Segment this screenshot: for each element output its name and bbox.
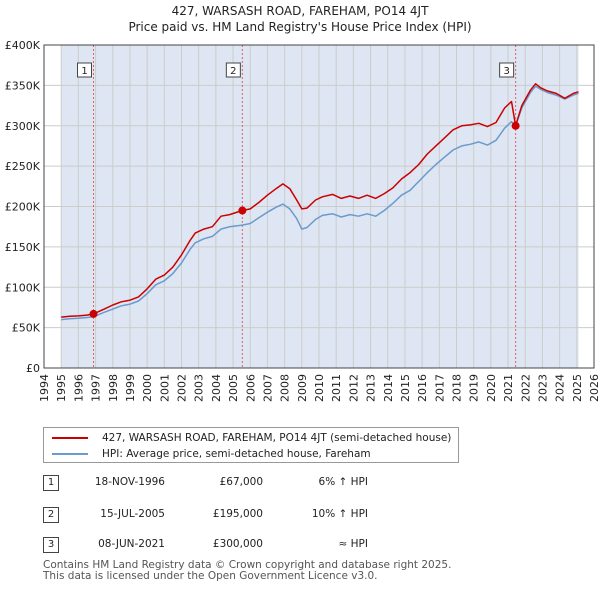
x-tick-label: 2009 bbox=[296, 374, 309, 402]
x-tick-label: 2006 bbox=[244, 374, 257, 402]
x-tick-label: 2018 bbox=[451, 374, 464, 402]
x-tick-label: 2020 bbox=[485, 374, 498, 402]
x-tick-label: 2005 bbox=[227, 374, 240, 402]
x-tick-label: 2001 bbox=[158, 374, 171, 402]
legend-label-hpi: HPI: Average price, semi-detached house,… bbox=[102, 448, 371, 460]
x-tick-label: 2019 bbox=[468, 374, 481, 402]
x-tick-label: 2016 bbox=[416, 374, 429, 402]
transaction-point bbox=[511, 121, 520, 130]
x-tick-label: 2024 bbox=[554, 374, 567, 402]
transaction-marker-label: 2 bbox=[230, 66, 236, 77]
transaction-date: 15-JUL-2005 bbox=[100, 508, 165, 520]
x-tick-label: 2026 bbox=[588, 374, 600, 402]
y-tick-label: £400K bbox=[5, 39, 41, 52]
legend-label-property: 427, WARSASH ROAD, FAREHAM, PO14 4JT (se… bbox=[102, 432, 452, 444]
x-tick-label: 2021 bbox=[502, 374, 515, 402]
transaction-point bbox=[89, 309, 98, 318]
transaction-price: £300,000 bbox=[212, 538, 263, 550]
attribution-line-2: This data is licensed under the Open Gov… bbox=[43, 570, 378, 582]
table-row: 3 08-JUN-2021 £300,000 ≈ HPI bbox=[43, 537, 443, 555]
transaction-date: 08-JUN-2021 bbox=[98, 538, 165, 550]
y-tick-label: £150K bbox=[5, 241, 41, 254]
x-tick-label: 2013 bbox=[365, 374, 378, 402]
hpi-line bbox=[61, 85, 579, 321]
x-tick-label: 2004 bbox=[210, 374, 223, 402]
legend-item-property: 427, WARSASH ROAD, FAREHAM, PO14 4JT (se… bbox=[52, 430, 451, 446]
y-tick-label: £200K bbox=[5, 201, 41, 214]
y-tick-label: £50K bbox=[12, 322, 41, 335]
x-tick-label: 2008 bbox=[279, 374, 292, 402]
chart-subtitle: Price paid vs. HM Land Registry's House … bbox=[128, 20, 471, 34]
y-tick-label: £0 bbox=[26, 362, 40, 375]
x-tick-label: 2000 bbox=[141, 374, 154, 402]
table-row: 1 18-NOV-1996 £67,000 6% ↑ HPI bbox=[43, 475, 443, 493]
transaction-hpi-relation: 10% ↑ HPI bbox=[311, 508, 368, 520]
transaction-marker-label: 3 bbox=[43, 537, 59, 553]
transaction-marker-box bbox=[77, 62, 92, 78]
transaction-point bbox=[238, 206, 247, 215]
legend-swatch-hpi bbox=[52, 453, 88, 455]
x-tick-label: 2017 bbox=[433, 374, 446, 402]
chart-legend: 427, WARSASH ROAD, FAREHAM, PO14 4JT (se… bbox=[43, 427, 459, 463]
x-tick-label: 2022 bbox=[519, 374, 532, 402]
x-tick-label: 2025 bbox=[571, 374, 584, 402]
transaction-date: 18-NOV-1996 bbox=[94, 476, 165, 488]
y-tick-label: £100K bbox=[5, 281, 41, 294]
x-tick-label: 1997 bbox=[90, 374, 103, 402]
x-tick-label: 1999 bbox=[124, 374, 137, 402]
transaction-hpi-relation: 6% ↑ HPI bbox=[318, 476, 368, 488]
transaction-marker-label: 2 bbox=[43, 507, 59, 523]
transaction-marker-label: 3 bbox=[503, 66, 509, 77]
x-tick-label: 2023 bbox=[536, 374, 549, 402]
transaction-price: £67,000 bbox=[219, 476, 263, 488]
transaction-price: £195,000 bbox=[212, 508, 263, 520]
transaction-marker-label: 1 bbox=[43, 475, 59, 491]
y-tick-label: £350K bbox=[5, 79, 41, 92]
x-tick-label: 1996 bbox=[72, 374, 85, 402]
legend-swatch-property bbox=[52, 437, 88, 439]
y-tick-label: £300K bbox=[5, 120, 41, 133]
x-tick-label: 1998 bbox=[107, 374, 120, 402]
price-chart: 427, WARSASH ROAD, FAREHAM, PO14 4JT Pri… bbox=[5, 4, 600, 402]
x-tick-label: 2011 bbox=[330, 374, 343, 402]
x-tick-label: 2003 bbox=[193, 374, 206, 402]
attribution-footer: Contains HM Land Registry data © Crown c… bbox=[43, 560, 451, 582]
transaction-marker-box bbox=[225, 62, 241, 78]
x-tick-label: 2012 bbox=[347, 374, 360, 402]
x-tick-label: 2015 bbox=[399, 374, 412, 402]
legend-item-hpi: HPI: Average price, semi-detached house,… bbox=[52, 446, 371, 462]
x-tick-label: 1995 bbox=[55, 374, 68, 402]
x-tick-label: 2002 bbox=[176, 374, 189, 402]
y-tick-label: £250K bbox=[5, 160, 41, 173]
transaction-marker-box bbox=[499, 62, 515, 78]
transaction-marker-label: 1 bbox=[81, 66, 87, 77]
plot-border bbox=[43, 44, 595, 369]
table-row: 2 15-JUL-2005 £195,000 10% ↑ HPI bbox=[43, 507, 443, 525]
x-tick-label: 1994 bbox=[38, 374, 51, 402]
attribution-line-1: Contains HM Land Registry data © Crown c… bbox=[43, 559, 452, 571]
transaction-hpi-relation: ≈ HPI bbox=[338, 538, 368, 550]
x-tick-label: 2014 bbox=[382, 374, 395, 402]
x-tick-label: 2007 bbox=[261, 374, 274, 402]
chart-title: 427, WARSASH ROAD, FAREHAM, PO14 4JT bbox=[172, 4, 430, 18]
property-price-line bbox=[61, 83, 579, 318]
x-tick-label: 2010 bbox=[313, 374, 326, 402]
